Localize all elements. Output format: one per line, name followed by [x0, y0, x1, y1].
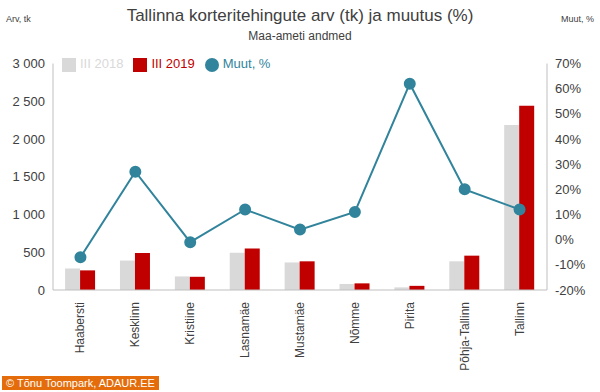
- svg-text:Haabersti: Haabersti: [73, 302, 87, 353]
- svg-text:50%: 50%: [555, 106, 581, 121]
- html-text:Muut, %: Muut, %: [222, 56, 271, 71]
- svg-text:70%: 70%: [555, 56, 581, 71]
- html-text:III 2018: III 2018: [80, 56, 124, 71]
- svg-text:1 000: 1 000: [12, 207, 45, 222]
- svg-text:Nõmme: Nõmme: [348, 302, 362, 344]
- svg-text:-10%: -10%: [555, 257, 586, 272]
- svg-text:Pirita: Pirita: [403, 302, 417, 330]
- html-text:Arv, tk: Arv, tk: [6, 14, 31, 24]
- svg-text:0: 0: [38, 283, 45, 298]
- svg-text:2 500: 2 500: [12, 94, 45, 109]
- svg-text:Mustamäe: Mustamäe: [293, 302, 307, 358]
- svg-text:Tallinn: Tallinn: [513, 302, 527, 336]
- svg-text:20%: 20%: [555, 182, 581, 197]
- html-text:III 2019: III 2019: [151, 56, 195, 71]
- svg-text:1 500: 1 500: [12, 169, 45, 184]
- svg-text:40%: 40%: [555, 132, 581, 147]
- svg-text:2 000: 2 000: [12, 132, 45, 147]
- svg-text:3 000: 3 000: [12, 56, 45, 71]
- svg-text:60%: 60%: [555, 81, 581, 96]
- html-text:Maa-ameti andmed: Maa-ameti andmed: [248, 29, 352, 43]
- svg-text:Lasnamäe: Lasnamäe: [238, 302, 252, 358]
- svg-text:Põhja-Tallinn: Põhja-Tallinn: [458, 302, 472, 371]
- svg-text:10%: 10%: [555, 207, 581, 222]
- html-text:© Tõnu Toompark, ADAUR.EE: © Tõnu Toompark, ADAUR.EE: [6, 377, 155, 389]
- svg-text:500: 500: [23, 245, 45, 260]
- html-text:Muut, %: Muut, %: [561, 14, 594, 24]
- svg-text:30%: 30%: [555, 157, 581, 172]
- svg-text:0%: 0%: [555, 232, 574, 247]
- svg-text:Kristiine: Kristiine: [183, 302, 197, 345]
- svg-text:Kesklinn: Kesklinn: [128, 302, 142, 347]
- html-text:Tallinna korteritehingute arv: Tallinna korteritehingute arv (tk) ja mu…: [126, 6, 474, 25]
- svg-text:-20%: -20%: [555, 283, 586, 298]
